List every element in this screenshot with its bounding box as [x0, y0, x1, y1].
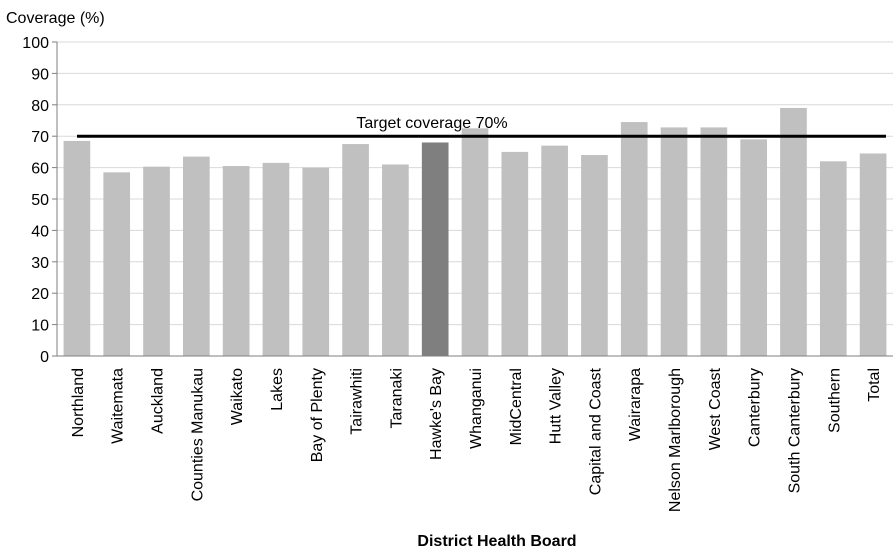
bar [581, 155, 608, 356]
x-tick-label: Auckland [150, 368, 167, 434]
y-tick-label: 80 [31, 98, 49, 115]
y-tick-label: 40 [31, 223, 49, 240]
bar [222, 166, 250, 356]
x-tick-label: West Coast [707, 367, 724, 450]
x-tick-label: Capital and Coast [587, 367, 604, 495]
y-tick-label: 100 [22, 35, 49, 52]
bar [63, 140, 91, 356]
x-tick-label: Northland [70, 368, 87, 437]
x-tick-label: Tairawhiti [349, 368, 366, 435]
x-tick-label: Wairarapa [627, 368, 644, 441]
bar [342, 144, 369, 356]
x-tick-label: Nelson Marlborough [667, 368, 684, 512]
bar [182, 156, 210, 356]
y-tick-label: 0 [40, 349, 49, 366]
y-tick-label: 60 [31, 161, 49, 178]
bar [620, 122, 648, 356]
bar [262, 162, 290, 356]
x-tick-label: Bay of Plenty [309, 368, 326, 462]
target-label: Target coverage 70% [356, 115, 507, 132]
y-tick-label: 10 [31, 318, 49, 335]
bar [501, 151, 529, 356]
x-tick-label: South Canterbury [786, 368, 803, 493]
bar [143, 166, 170, 356]
bar [302, 167, 330, 356]
x-tick-label: Waitemata [110, 368, 127, 444]
x-tick-label: Lakes [269, 368, 286, 411]
x-tick-label: Taranaki [388, 368, 405, 428]
bars [63, 107, 887, 357]
y-tick-label: 30 [31, 255, 49, 272]
bar [740, 139, 768, 356]
bar [819, 161, 847, 356]
bar [382, 164, 409, 356]
x-axis-labels: Northland Waitemata Auckland Counties Manuk… [70, 367, 883, 512]
bar [660, 127, 688, 357]
bar [541, 145, 568, 356]
bar [859, 153, 887, 356]
x-tick-label: Hutt Valley [548, 368, 565, 444]
y-tick-label: 50 [31, 192, 49, 209]
y-tick-label: 90 [31, 66, 49, 83]
x-tick-label: Counties Manukau [189, 368, 206, 501]
y-tick-label: 20 [31, 286, 49, 303]
x-tick-label: Waikato [229, 368, 246, 425]
bar [103, 172, 131, 356]
y-tick-label: 70 [31, 129, 49, 146]
bar [700, 127, 728, 357]
x-tick-label: Whanganui [468, 368, 485, 449]
bar [421, 142, 449, 356]
bar [780, 107, 807, 356]
x-tick-label: Total [866, 368, 883, 402]
bar [461, 128, 489, 356]
y-axis-title: Coverage (%) [6, 10, 105, 27]
x-axis-title: District Health Board [417, 533, 576, 550]
y-axis-ticks: 0 10 20 30 40 50 60 70 80 90 100 [22, 35, 57, 366]
x-tick-label: MidCentral [508, 368, 525, 445]
x-tick-label: Hawke's Bay [428, 368, 445, 460]
x-tick-label: Canterbury [747, 368, 764, 447]
x-tick-label: Southern [826, 368, 843, 433]
